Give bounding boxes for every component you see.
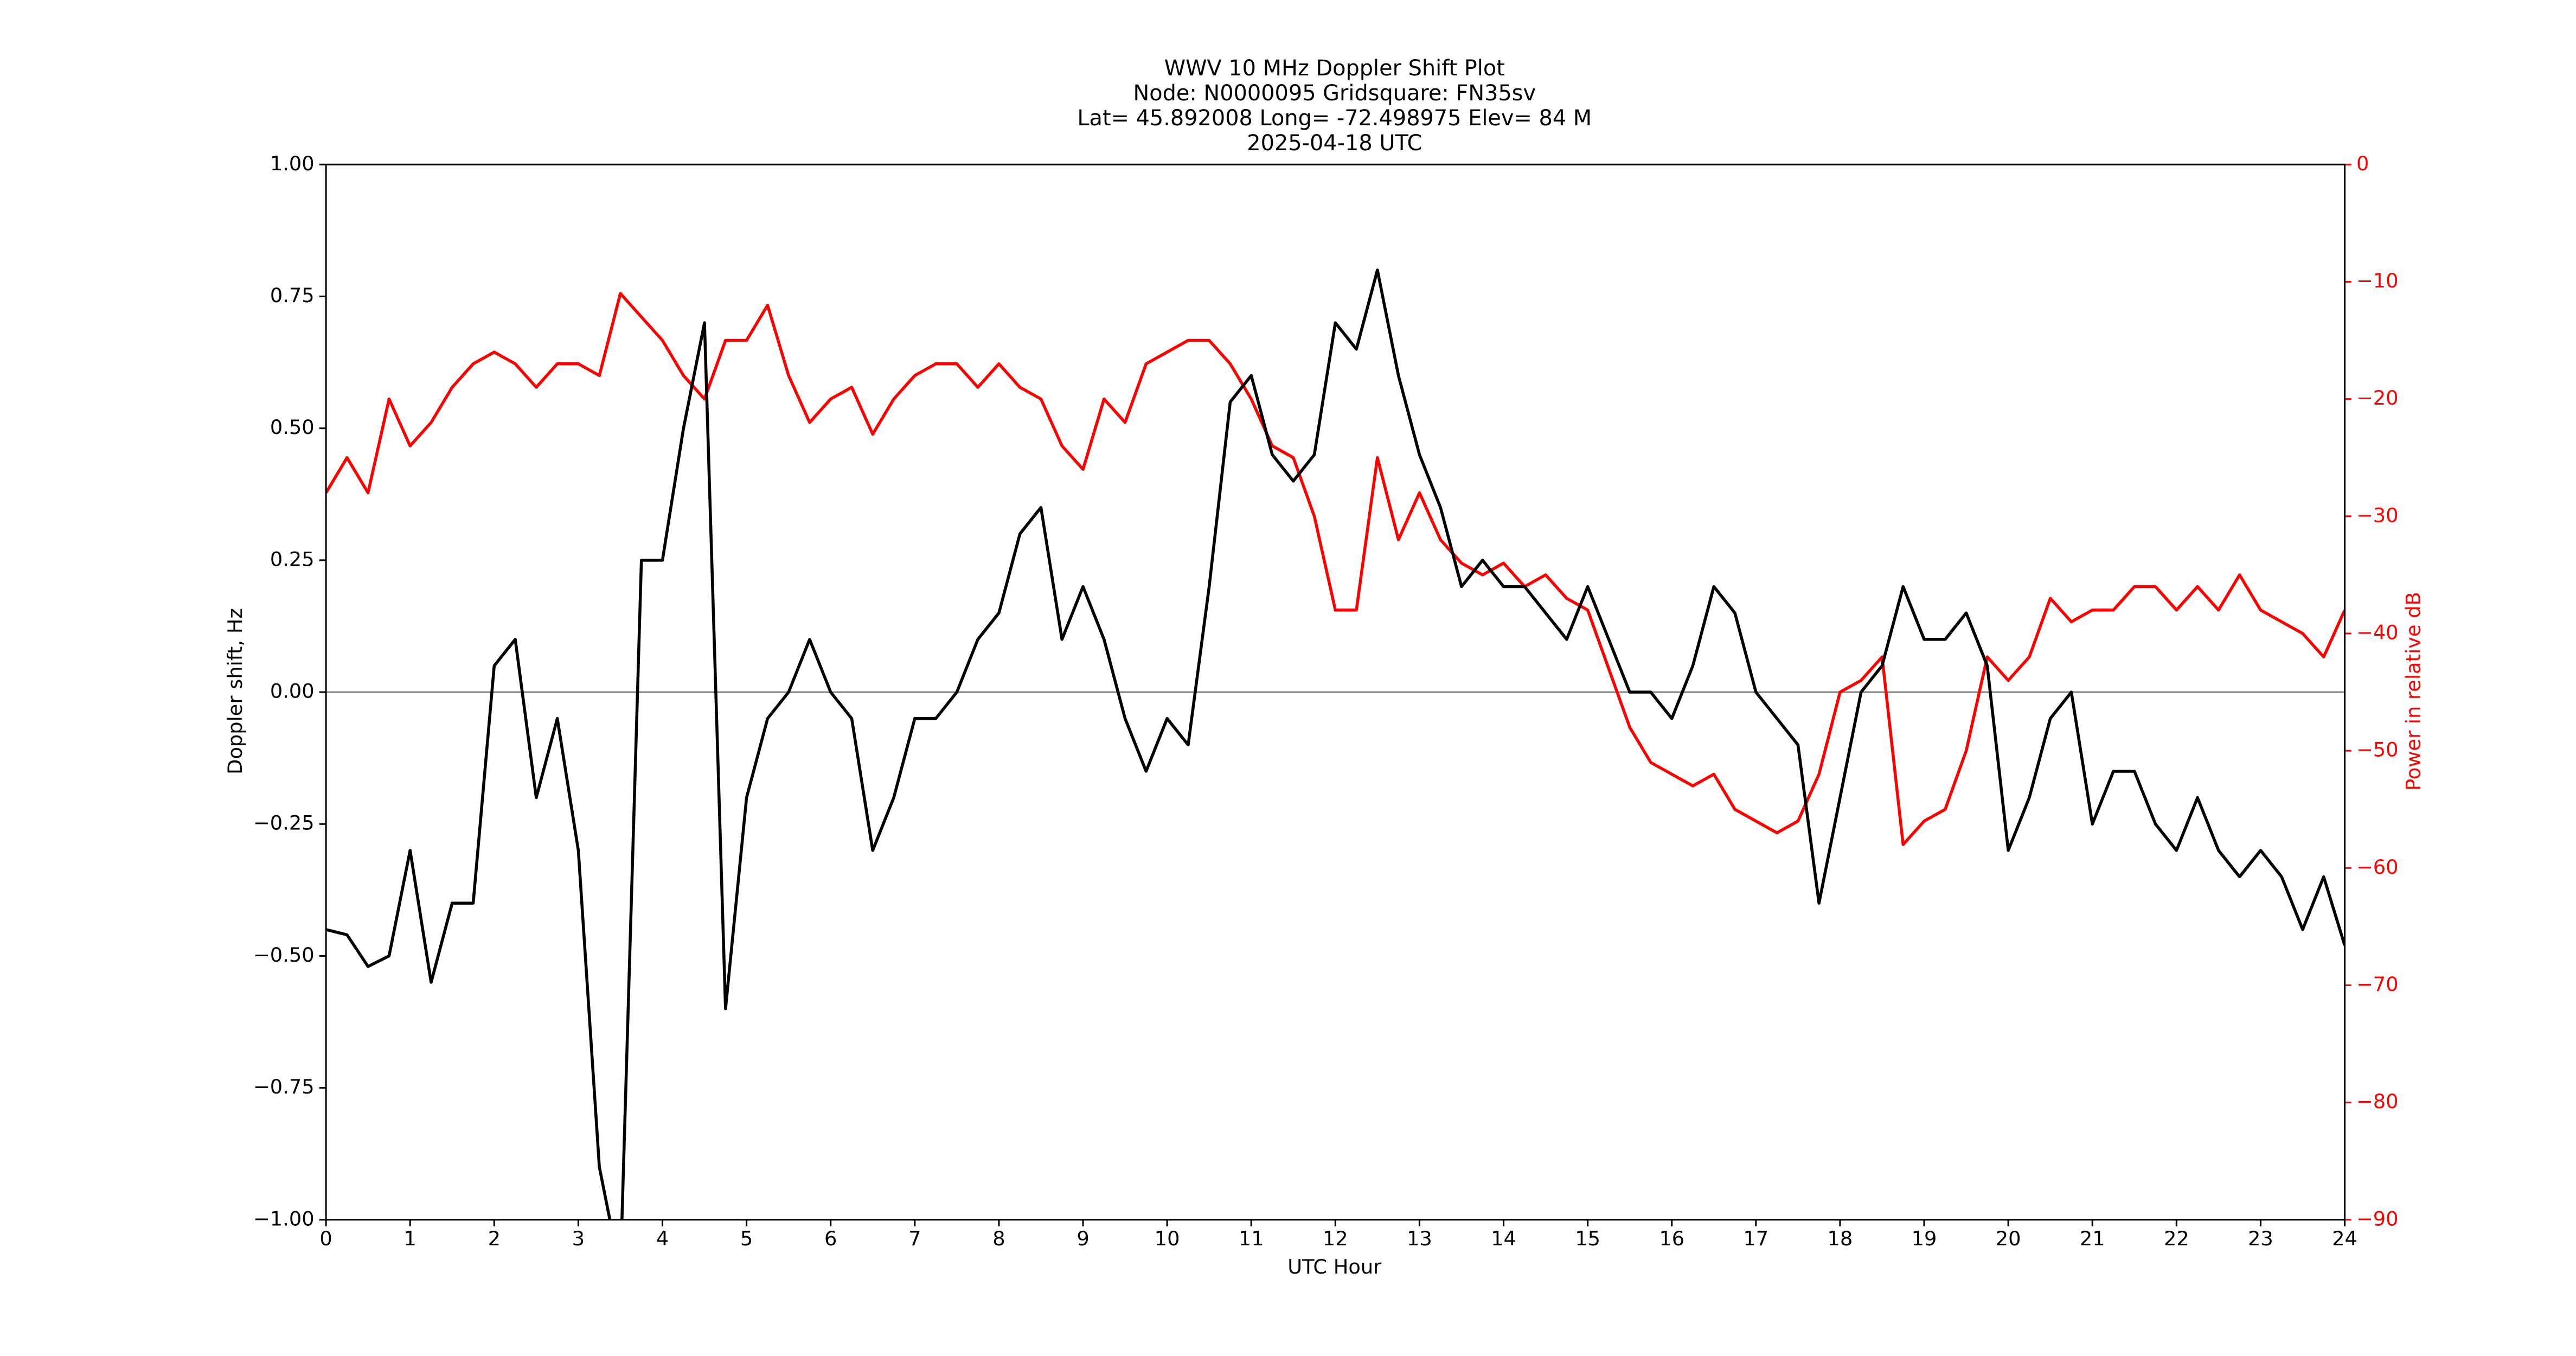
x-tick-label: 19 xyxy=(1912,1227,1937,1250)
y-axis-label: Doppler shift, Hz xyxy=(223,608,247,775)
y2-tick-label: −10 xyxy=(2356,269,2399,292)
chart-title: 2025-04-18 UTC xyxy=(1247,131,1422,156)
x-tick-label: 22 xyxy=(2164,1227,2189,1250)
x-tick-label: 0 xyxy=(319,1227,332,1250)
x-tick-label: 14 xyxy=(1491,1227,1516,1250)
y2-tick-label: −30 xyxy=(2356,503,2399,527)
x-tick-label: 18 xyxy=(1828,1227,1853,1250)
x-tick-label: 11 xyxy=(1239,1227,1264,1250)
x-tick-label: 24 xyxy=(2332,1227,2357,1250)
x-tick-label: 23 xyxy=(2248,1227,2273,1250)
y-tick-label: 0.50 xyxy=(270,415,315,439)
x-tick-label: 10 xyxy=(1155,1227,1180,1250)
x-tick-label: 2 xyxy=(488,1227,501,1250)
x-tick-label: 6 xyxy=(824,1227,837,1250)
data-line xyxy=(326,292,2345,846)
x-tick-label: 8 xyxy=(992,1227,1005,1250)
y2-tick-label: −80 xyxy=(2356,1090,2399,1113)
y-tick-label: 1.00 xyxy=(270,152,315,175)
y2-tick-label: 0 xyxy=(2356,152,2369,175)
x-axis-label: UTC Hour xyxy=(1287,1255,1382,1278)
data-line xyxy=(326,268,2345,1220)
y2-tick-label: −50 xyxy=(2356,738,2399,762)
y-tick-label: −0.25 xyxy=(253,811,315,835)
y2-axis-label: Power in relative dB xyxy=(2402,592,2425,791)
x-tick-label: 15 xyxy=(1575,1227,1600,1250)
x-tick-label: 13 xyxy=(1407,1227,1432,1250)
y2-tick-label: −40 xyxy=(2356,621,2399,644)
y-tick-label: 0.00 xyxy=(270,680,315,703)
x-tick-label: 4 xyxy=(656,1227,669,1250)
y2-tick-label: −70 xyxy=(2356,973,2399,996)
x-tick-label: 5 xyxy=(740,1227,753,1250)
x-tick-label: 21 xyxy=(2080,1227,2105,1250)
y2-tick-label: −90 xyxy=(2356,1207,2399,1230)
y-tick-label: 0.25 xyxy=(270,547,315,571)
x-tick-label: 16 xyxy=(1659,1227,1684,1250)
chart-title: WWV 10 MHz Doppler Shift Plot xyxy=(1164,56,1505,81)
x-tick-label: 20 xyxy=(1996,1227,2021,1250)
y2-tick-label: −20 xyxy=(2356,386,2399,410)
x-tick-label: 1 xyxy=(404,1227,416,1250)
chart-title: Lat= 45.892008 Long= -72.498975 Elev= 84… xyxy=(1077,106,1592,131)
y-tick-label: −0.75 xyxy=(253,1075,315,1098)
y-tick-label: −1.00 xyxy=(253,1207,315,1230)
x-tick-label: 3 xyxy=(572,1227,585,1250)
y2-tick-label: −60 xyxy=(2356,855,2399,879)
y-tick-label: −0.50 xyxy=(253,943,315,967)
chart-title: Node: N0000095 Gridsquare: FN35sv xyxy=(1133,81,1536,106)
x-tick-label: 17 xyxy=(1743,1227,1768,1250)
x-tick-label: 12 xyxy=(1323,1227,1348,1250)
x-tick-label: 9 xyxy=(1076,1227,1089,1250)
plot-frame xyxy=(325,163,2346,1221)
y-tick-label: 0.75 xyxy=(270,284,315,307)
x-tick-label: 7 xyxy=(908,1227,921,1250)
